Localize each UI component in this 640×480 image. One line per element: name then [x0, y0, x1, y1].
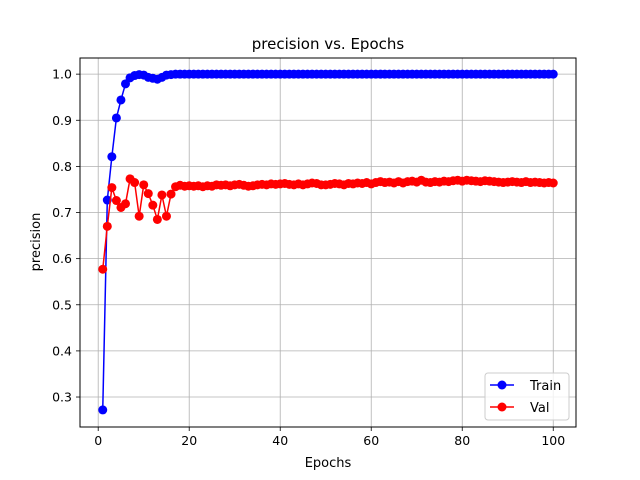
point-val — [548, 178, 558, 188]
y-tick-label: 1.0 — [52, 67, 72, 82]
y-tick-label: 0.4 — [52, 343, 72, 358]
series-train — [98, 69, 558, 415]
point-val — [98, 264, 108, 274]
legend-label-val: Val — [530, 401, 549, 416]
legend: Train Val — [484, 372, 570, 421]
x-tick-label: 40 — [272, 433, 288, 448]
point-train — [107, 152, 117, 162]
y-tick-label: 0.6 — [52, 251, 72, 266]
axis-ticks: 0 20 40 60 80 100 0.3 0.4 0.5 0.6 0.7 0.8 0.9 1.0 — [52, 67, 565, 448]
y-axis-title: precision — [29, 213, 44, 272]
point-val — [130, 178, 140, 188]
y-tick-label: 0.8 — [52, 159, 72, 174]
point-val — [148, 200, 158, 210]
y-tick-label: 0.5 — [52, 297, 72, 312]
series-line-train — [102, 73, 554, 410]
point-val — [111, 196, 121, 206]
point-val — [157, 190, 167, 200]
y-tick-label: 0.9 — [52, 113, 72, 128]
point-val — [161, 211, 171, 221]
legend-marker-train — [497, 380, 507, 390]
y-tick-label: 0.7 — [52, 205, 72, 220]
series-val — [98, 174, 558, 274]
y-tick-label: 0.3 — [52, 390, 72, 405]
series-area — [98, 69, 558, 415]
point-train — [98, 405, 108, 415]
point-val — [143, 189, 153, 199]
point-val — [152, 214, 162, 224]
point-train — [111, 113, 121, 123]
grid — [80, 58, 576, 427]
x-tick-label: 0 — [94, 433, 102, 448]
point-val — [107, 183, 117, 193]
plot-frame — [79, 57, 577, 428]
point-val — [166, 189, 176, 199]
x-tick-label: 60 — [363, 433, 379, 448]
point-val — [139, 180, 149, 190]
x-tick-label: 100 — [541, 433, 565, 448]
point-val — [102, 221, 112, 231]
point-train — [116, 95, 126, 105]
legend-marker-val — [497, 402, 507, 412]
chart-title: precision vs. Epochs — [252, 35, 405, 53]
legend-label-train: Train — [529, 379, 561, 394]
x-axis-title: Epochs — [305, 456, 352, 471]
point-val — [134, 211, 144, 221]
x-tick-label: 80 — [454, 433, 470, 448]
point-train — [548, 69, 558, 79]
point-val — [121, 199, 130, 209]
x-tick-label: 20 — [181, 433, 197, 448]
